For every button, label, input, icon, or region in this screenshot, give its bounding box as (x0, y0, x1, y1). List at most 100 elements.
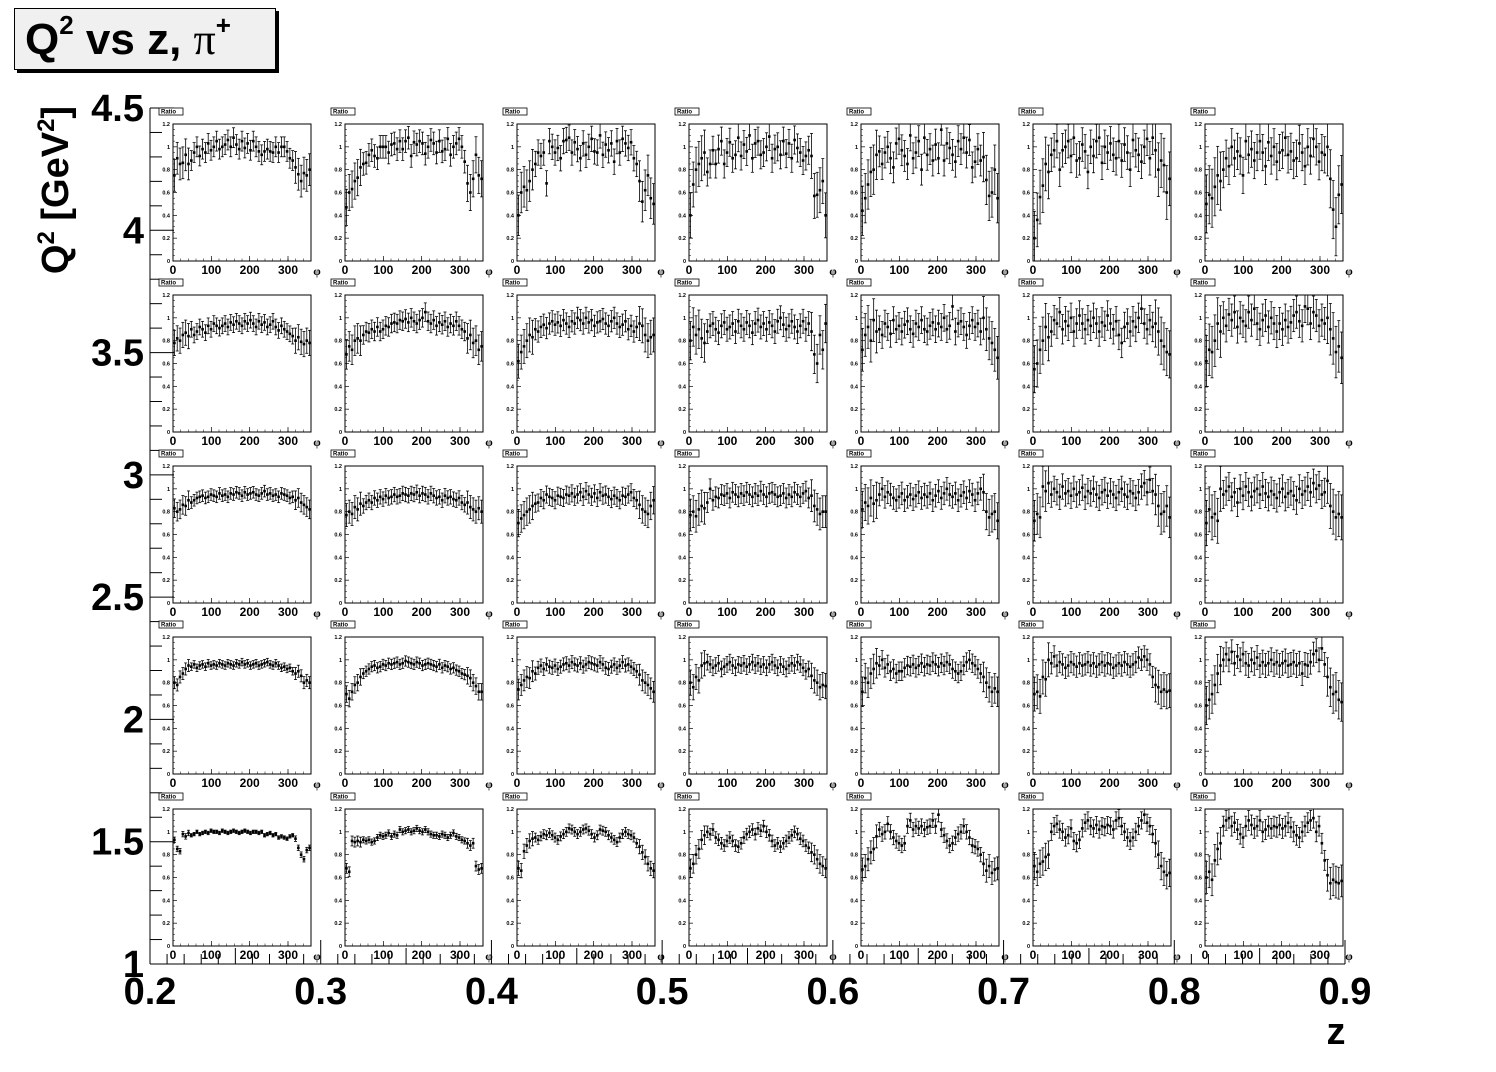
data-point (187, 498, 190, 502)
data-point (894, 498, 898, 502)
data-point (257, 494, 261, 497)
data-point (1137, 153, 1140, 157)
data-point (612, 160, 616, 163)
panel-y-tick-label: 0.6 (1194, 362, 1202, 368)
data-point (796, 146, 799, 150)
data-point (641, 324, 644, 328)
data-point (626, 493, 630, 496)
panel-r1-c4: Ratio 0 0.2 0.4 0.6 0.8 1 1.2 0 100 200 300 φ (846, 278, 1009, 449)
data-point (519, 517, 523, 520)
data-point (353, 179, 357, 183)
data-point (1295, 310, 1298, 314)
panel-x-tick-label: 0 (170, 263, 177, 277)
data-point (1095, 139, 1098, 143)
data-point (548, 322, 551, 325)
panel-x-tick-label: 200 (240, 263, 260, 277)
data-point (302, 171, 306, 175)
data-point (632, 330, 636, 333)
data-point (1238, 154, 1242, 158)
data-point (195, 145, 199, 149)
data-point (350, 348, 354, 352)
panel-r1-c0: Ratio 0 0.2 0.4 0.6 0.8 1 1.2 0 100 200 300 φ (158, 278, 321, 449)
data-point (954, 160, 957, 163)
panel-y-tick-label: 0.4 (506, 555, 515, 561)
data-point (711, 322, 715, 325)
data-point (1092, 154, 1095, 158)
panel-y-tick-label: 1.2 (334, 293, 342, 299)
data-point (471, 177, 475, 181)
data-point (638, 503, 641, 507)
panel-y-tick-label: 0.4 (850, 213, 859, 219)
data-point (469, 505, 472, 509)
data-point (813, 194, 816, 198)
data-point (1255, 322, 1259, 325)
data-point (204, 496, 207, 500)
data-point (232, 136, 235, 139)
data-point (985, 327, 988, 331)
data-point (1148, 156, 1152, 160)
data-point (1041, 184, 1045, 187)
data-point (612, 494, 616, 497)
data-point (398, 139, 402, 143)
data-point (1309, 322, 1312, 325)
data-point (584, 153, 588, 157)
panel-y-tick-label: 1.2 (162, 293, 170, 299)
data-point (1210, 196, 1214, 200)
data-point (429, 322, 433, 325)
panel-y-tick-label: 0.4 (334, 384, 343, 390)
panel-label-box (1190, 107, 1216, 116)
panel-label-box (1018, 278, 1044, 287)
data-point (401, 147, 405, 151)
title-box: Q2 vs z, π+ (14, 8, 276, 70)
data-point (235, 490, 238, 494)
panel-y-tick-label: 0 (167, 259, 170, 265)
data-point (1055, 139, 1059, 143)
data-point (610, 319, 613, 323)
data-point (1080, 143, 1084, 146)
data-point (235, 143, 238, 146)
data-point (1250, 318, 1253, 322)
data-point (1320, 318, 1324, 322)
data-point (821, 510, 825, 513)
data-point (263, 321, 266, 324)
panel-x-tick-label: 200 (240, 434, 260, 448)
data-point (1326, 145, 1329, 149)
data-point (784, 152, 788, 155)
data-point (593, 150, 596, 153)
outer-y-tick-label: 2 (123, 699, 144, 741)
data-point (271, 319, 275, 323)
data-point (522, 185, 526, 189)
data-point (277, 329, 280, 332)
data-point (232, 323, 235, 326)
data-point (251, 490, 255, 494)
data-point (959, 319, 963, 323)
data-point (593, 492, 596, 495)
panel-x-tick-label: 100 (717, 263, 737, 277)
panel-y-tick-label: 0.4 (678, 384, 687, 390)
panel-x-tick-label: 0 (514, 605, 521, 619)
data-point (192, 498, 196, 502)
data-point (1089, 145, 1093, 149)
data-point (965, 151, 968, 154)
data-point (753, 492, 757, 495)
outer-x-tick-label: 0.3 (294, 971, 347, 1013)
data-point (548, 139, 551, 143)
data-point (897, 137, 901, 141)
data-point (962, 136, 966, 139)
data-point (545, 326, 548, 330)
data-point (751, 495, 754, 499)
data-point (1041, 339, 1045, 342)
data-point (246, 322, 249, 325)
data-point (1261, 151, 1265, 154)
data-point (559, 156, 562, 160)
data-point (212, 322, 216, 325)
data-point (466, 501, 469, 504)
data-point (731, 490, 734, 494)
panel-x-axis-label: φ (1001, 435, 1009, 449)
data-point (1038, 195, 1042, 199)
panel-y-tick-label: 1.2 (1022, 293, 1030, 299)
data-point (531, 335, 534, 339)
data-point (638, 322, 641, 325)
data-point (1126, 322, 1129, 325)
